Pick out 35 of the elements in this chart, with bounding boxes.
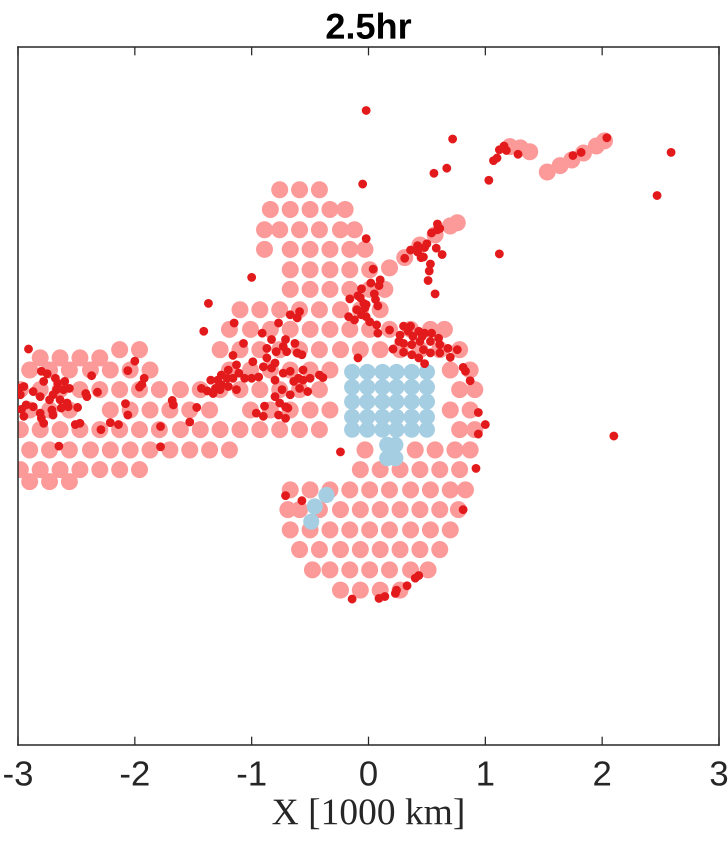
x-tick-label: 1 — [478, 762, 494, 786]
x-axis-title: X [1000 km] — [272, 798, 463, 830]
x-tick-label: 3 — [710, 761, 728, 786]
point — [344, 394, 360, 410]
point — [388, 422, 405, 438]
chart-title: 2.5hr — [326, 12, 412, 40]
x-tick-label: -2 — [120, 761, 149, 786]
x-tick-label: 2 — [594, 761, 610, 786]
point — [359, 379, 376, 396]
point — [359, 394, 376, 410]
x-tick-label: -3 — [4, 761, 32, 786]
point — [388, 379, 405, 396]
point — [374, 379, 391, 396]
point — [404, 394, 420, 410]
point — [404, 364, 420, 380]
point — [418, 379, 435, 396]
point — [374, 364, 391, 380]
point — [303, 514, 320, 530]
point — [344, 422, 360, 438]
point — [306, 498, 323, 514]
point — [344, 364, 360, 380]
x-tick-label: 0 — [360, 761, 377, 786]
point — [359, 422, 376, 438]
point — [374, 422, 391, 438]
x-tick-label: -1 — [238, 762, 266, 786]
point — [318, 486, 335, 504]
point — [359, 364, 376, 380]
point — [388, 364, 405, 380]
point — [344, 379, 360, 396]
point — [374, 394, 391, 410]
point — [404, 379, 420, 396]
point — [418, 394, 435, 410]
point — [404, 422, 420, 438]
point — [418, 422, 435, 438]
point — [388, 394, 405, 410]
